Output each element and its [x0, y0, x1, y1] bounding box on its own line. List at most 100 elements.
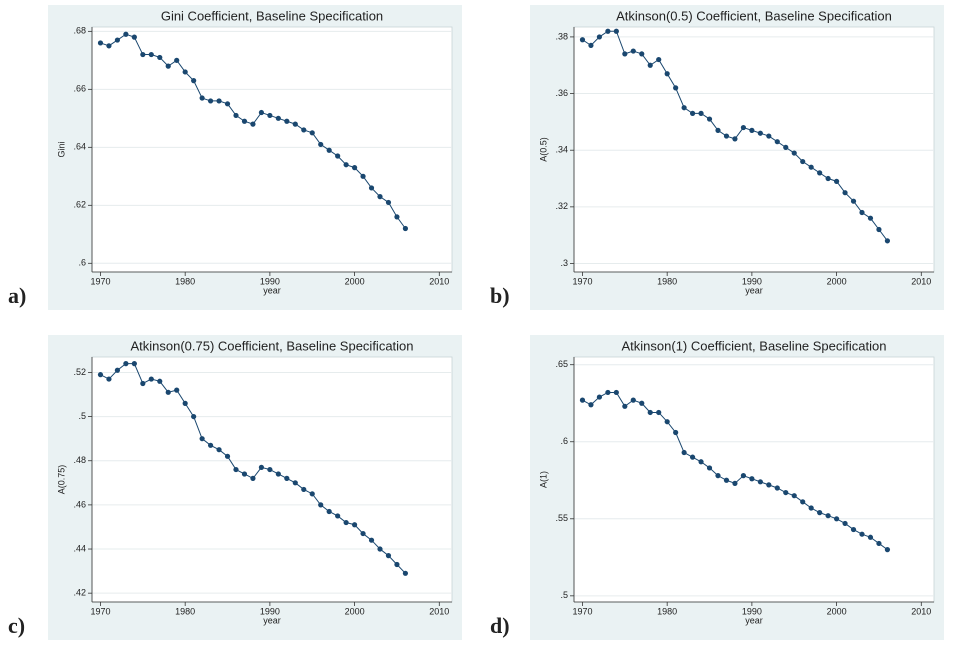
y-axis-title: A(0.75)	[56, 465, 66, 495]
x-tick-label: 2000	[827, 606, 847, 616]
data-point	[859, 209, 865, 216]
x-axis-title: year	[263, 285, 281, 295]
panel-label: a)	[8, 283, 26, 308]
data-point	[867, 534, 874, 540]
data-point	[394, 214, 400, 220]
data-point	[326, 508, 332, 515]
data-point	[579, 37, 586, 43]
data-point	[783, 489, 789, 496]
x-axis-title: year	[745, 285, 763, 295]
data-point	[301, 127, 307, 133]
data-point	[199, 95, 205, 101]
y-tick-label: .55	[555, 513, 568, 523]
data-point	[182, 400, 188, 406]
data-point	[673, 429, 679, 436]
data-point	[106, 43, 112, 49]
x-tick-label: 2000	[345, 276, 365, 286]
data-point	[318, 141, 324, 148]
y-tick-label: .36	[555, 88, 568, 98]
data-point	[385, 199, 392, 206]
data-point	[207, 442, 214, 448]
x-axis-title: year	[263, 615, 281, 625]
data-point	[343, 162, 349, 168]
data-point	[224, 101, 231, 107]
data-point	[656, 409, 662, 416]
data-point	[106, 376, 112, 382]
data-point	[774, 139, 780, 145]
data-point	[884, 547, 891, 553]
data-point	[123, 361, 129, 367]
data-point	[639, 400, 645, 406]
data-point	[817, 170, 823, 176]
data-point	[241, 471, 248, 477]
data-point	[284, 475, 290, 481]
y-tick-label: .46	[73, 499, 86, 509]
y-tick-label: .34	[555, 145, 568, 155]
data-point	[131, 361, 137, 367]
data-point	[182, 69, 188, 75]
data-point	[174, 57, 180, 63]
data-point	[275, 471, 281, 477]
data-point	[884, 238, 891, 244]
data-point	[148, 376, 154, 382]
data-point	[309, 130, 315, 136]
data-point	[859, 531, 865, 537]
x-tick-label: 2010	[911, 606, 931, 616]
x-tick-label: 1980	[657, 276, 677, 286]
data-point	[732, 480, 738, 486]
data-point	[673, 85, 679, 91]
data-point	[402, 225, 409, 232]
data-point	[630, 48, 636, 54]
data-point	[174, 387, 180, 393]
data-point	[596, 394, 603, 400]
data-point	[360, 530, 366, 537]
x-tick-label: 1980	[175, 606, 195, 616]
data-point	[157, 54, 163, 61]
data-point	[867, 215, 874, 221]
x-tick-label: 2010	[429, 276, 449, 286]
data-point	[368, 185, 375, 191]
x-tick-label: 1970	[572, 276, 592, 286]
data-point	[165, 389, 171, 395]
data-point	[148, 51, 154, 58]
data-point	[233, 466, 239, 473]
data-point	[681, 105, 687, 111]
data-point	[258, 464, 265, 470]
data-point	[791, 493, 797, 499]
y-tick-label: .66	[73, 84, 86, 94]
data-point	[267, 112, 273, 119]
data-point	[715, 473, 721, 479]
data-point	[216, 447, 222, 453]
data-point	[723, 477, 730, 483]
data-point	[791, 150, 797, 156]
data-point	[833, 178, 840, 184]
data-point	[275, 115, 281, 121]
plot-area	[573, 26, 935, 273]
y-tick-label: .5	[78, 411, 86, 421]
data-point	[647, 409, 653, 416]
y-tick-label: .6	[560, 436, 568, 446]
data-point	[732, 136, 738, 142]
panel-label: c)	[8, 613, 25, 638]
data-point	[766, 133, 772, 139]
data-point	[605, 28, 611, 34]
y-axis-title: Gini	[56, 141, 66, 157]
data-point	[698, 459, 704, 465]
data-point	[842, 190, 848, 196]
data-point	[588, 402, 594, 408]
data-point	[267, 466, 273, 473]
x-tick-label: 2010	[911, 276, 931, 286]
data-point	[656, 56, 662, 63]
y-tick-label: .3	[560, 258, 568, 268]
data-point	[241, 118, 248, 124]
y-axis-title: A(0.5)	[538, 137, 548, 162]
x-tick-label: 1990	[742, 276, 762, 286]
y-tick-label: .48	[73, 455, 86, 465]
x-tick-label: 2000	[827, 276, 847, 286]
data-point	[749, 476, 755, 482]
data-point	[749, 127, 755, 133]
data-point	[97, 372, 104, 378]
data-point	[825, 175, 831, 182]
data-point	[783, 144, 789, 150]
data-point	[757, 130, 763, 136]
